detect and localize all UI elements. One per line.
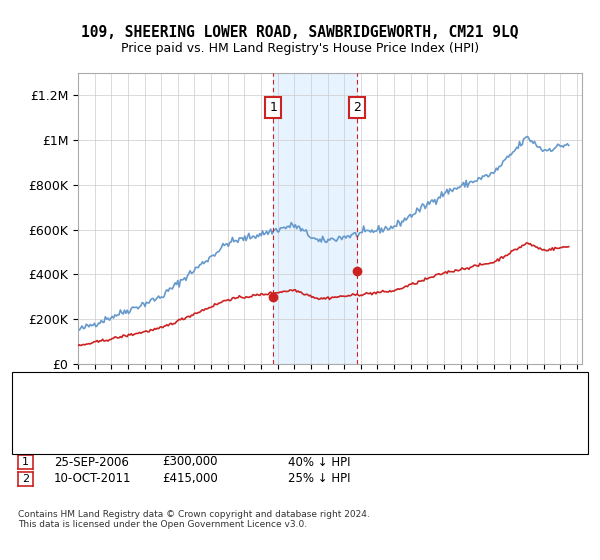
Text: HPI: Average price, detached house, Epping Forest: HPI: Average price, detached house, Eppi… [60, 384, 337, 394]
Text: 2: 2 [22, 474, 29, 483]
Text: Contains HM Land Registry data © Crown copyright and database right 2024.
This d: Contains HM Land Registry data © Crown c… [18, 510, 370, 529]
Text: 109, SHEERING LOWER ROAD, SAWBRIDGEWORTH, CM21 9LQ (detached house): 109, SHEERING LOWER ROAD, SAWBRIDGEWORTH… [60, 373, 500, 383]
Text: £415,000: £415,000 [162, 472, 218, 486]
Text: 1: 1 [269, 101, 277, 114]
Text: 25% ↓ HPI: 25% ↓ HPI [288, 472, 350, 486]
Text: 1: 1 [22, 457, 29, 466]
Text: Price paid vs. HM Land Registry's House Price Index (HPI): Price paid vs. HM Land Registry's House … [121, 42, 479, 55]
Text: 2: 2 [353, 101, 361, 114]
Text: 25-SEP-2006: 25-SEP-2006 [54, 455, 129, 469]
Text: 10-OCT-2011: 10-OCT-2011 [54, 472, 131, 486]
Bar [273, 73, 357, 364]
Text: 109, SHEERING LOWER ROAD, SAWBRIDGEWORTH, CM21 9LQ: 109, SHEERING LOWER ROAD, SAWBRIDGEWORTH… [81, 25, 519, 40]
Text: 40% ↓ HPI: 40% ↓ HPI [288, 455, 350, 469]
Text: £300,000: £300,000 [162, 455, 218, 469]
